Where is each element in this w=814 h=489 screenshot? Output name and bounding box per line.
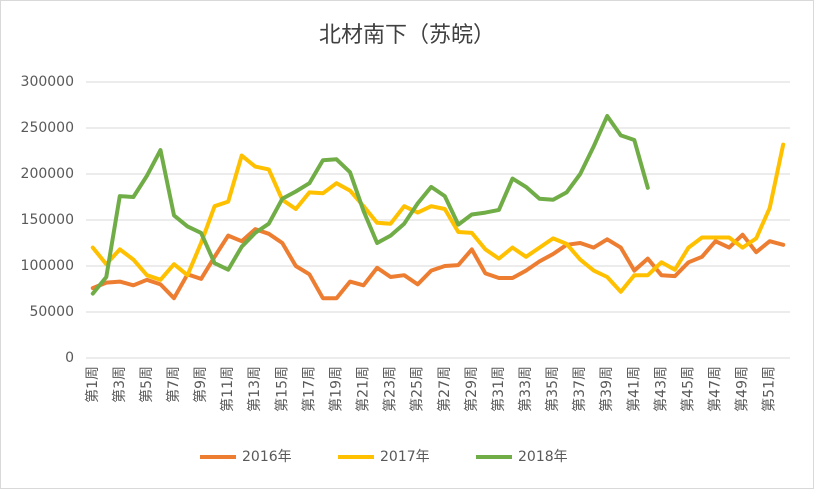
series-line: [90, 142, 786, 294]
y-tick-label: 150000: [21, 212, 74, 228]
x-tick-label: 第25周: [409, 366, 426, 412]
x-tick-label: 第19周: [327, 366, 344, 412]
x-tick-label: 第17周: [300, 366, 317, 412]
x-tick-label: 第5周: [138, 366, 155, 403]
y-tick-label: 100000: [21, 258, 74, 274]
x-tick-label: 第37周: [571, 366, 588, 412]
x-tick-label: 第31周: [490, 366, 507, 412]
x-tick-label: 第41周: [625, 366, 642, 412]
x-tick-label: 第35周: [544, 366, 561, 412]
x-tick-label: 第7周: [165, 366, 182, 403]
x-tick-label: 第13周: [246, 366, 263, 412]
x-tick-label: 第45周: [679, 366, 696, 412]
legend-label: 2017年: [380, 449, 430, 465]
x-tick-label: 第23周: [382, 366, 399, 412]
x-tick-label: 第15周: [273, 366, 290, 412]
x-tick-label: 第47周: [707, 366, 724, 412]
y-tick-label: 0: [65, 350, 74, 366]
x-tick-label: 第27周: [436, 366, 453, 412]
x-tick-label: 第51周: [761, 366, 778, 412]
x-tick-label: 第21周: [355, 366, 372, 412]
series-line: [90, 114, 650, 296]
x-tick-label: 第1周: [84, 366, 101, 403]
chart-title: 北材南下（苏皖）: [319, 23, 495, 48]
x-tick-label: 第43周: [652, 366, 669, 412]
x-tick-label: 第3周: [111, 366, 128, 403]
x-tick-label: 第29周: [463, 366, 480, 412]
series-line: [90, 227, 786, 301]
y-tick-label: 50000: [29, 304, 74, 320]
y-tick-label: 200000: [21, 166, 74, 182]
x-tick-label: 第9周: [192, 366, 209, 403]
x-tick-label: 第11周: [219, 366, 236, 412]
x-tick-label: 第39周: [598, 366, 615, 412]
x-tick-label: 第49周: [734, 366, 751, 412]
x-tick-label: 第33周: [517, 366, 534, 412]
legend-label: 2016年: [242, 449, 292, 465]
y-tick-label: 250000: [21, 120, 74, 136]
y-tick-label: 300000: [21, 74, 74, 90]
legend-label: 2018年: [518, 449, 568, 465]
